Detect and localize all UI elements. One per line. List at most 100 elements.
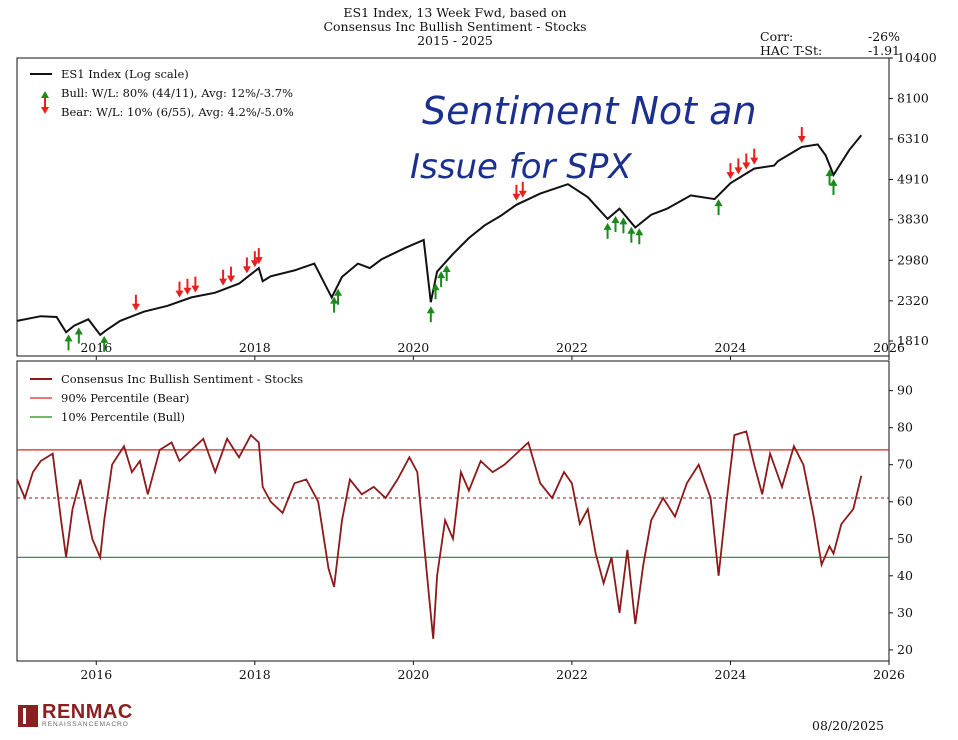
bear-signal-arrow-head (742, 162, 751, 170)
bear-signal-arrow-head (183, 287, 192, 295)
bear-signal-arrow-head (191, 285, 200, 293)
bull-signal-arrow (825, 169, 834, 186)
logo-text: RENMAC (42, 701, 133, 723)
x-tick-label: 2022 (556, 340, 588, 355)
legend-bull-arrow-icon-head (41, 91, 49, 98)
bear-signal-arrow (726, 163, 735, 180)
bull-signal-arrow-head (437, 271, 446, 279)
y-tick-label: 2320 (897, 293, 929, 308)
x-tick-label: 2020 (397, 667, 429, 682)
logo-mark-icon (18, 704, 38, 727)
bull-signal-arrow (431, 283, 440, 300)
y-tick-label: 80 (897, 420, 913, 435)
bear-signal-arrow-head (254, 257, 263, 265)
bull-signal-arrow (100, 335, 109, 352)
bull-signal-arrow (714, 199, 723, 216)
bull-signal-arrow-head (426, 306, 435, 314)
title-line-2: Consensus Inc Bullish Sentiment - Stocks (323, 19, 587, 34)
y-tick-label: 3830 (897, 212, 929, 227)
bear-signal-arrow (734, 158, 743, 175)
title-line-1: ES1 Index, 13 Week Fwd, based on (343, 5, 567, 20)
price-panel-frame (16, 57, 890, 357)
bull-signal-arrow-head (603, 222, 612, 230)
bear-signal-arrow (254, 248, 263, 265)
bear-signal-arrow-head (250, 260, 259, 268)
y-tick-label: 8100 (897, 90, 929, 105)
bear-signal-arrow-head (512, 193, 521, 201)
x-tick-label: 2018 (239, 340, 271, 355)
x-tick-label: 2024 (715, 667, 747, 682)
y-tick-label: 40 (897, 568, 913, 583)
y-tick-label: 70 (897, 457, 913, 472)
bear-signal-arrow-head (797, 136, 806, 144)
legend-bear-arrow-icon-head (41, 107, 49, 114)
bull-signal-arrow (437, 271, 446, 288)
corr-label: Corr: (760, 29, 794, 44)
bull-signal-arrow-head (829, 178, 838, 186)
bull-signal-arrow (619, 217, 628, 234)
bear-signal-arrow (191, 276, 200, 293)
price-series-line (16, 134, 863, 337)
y-tick-label: 2980 (897, 252, 929, 267)
logo-subtext: RENAISSANCEMACRO (42, 721, 129, 728)
bull-signal-arrow (330, 296, 339, 313)
bear-signal-arrow (750, 148, 759, 165)
y-tick-label: 6310 (897, 131, 929, 146)
bear-signal-arrow-head (726, 172, 735, 180)
x-tick-label: 2024 (715, 340, 747, 355)
bull-signal-arrow (426, 306, 435, 323)
bear-signal-arrow-head (175, 290, 184, 298)
y-tick-label: 20 (897, 642, 913, 657)
sentiment-panel: 2016 2018 2020 2022 2024 2026 20 30 40 50 60 70 80 90… (16, 360, 913, 682)
bull-signal-arrow (603, 222, 612, 239)
y-tick-label: 50 (897, 531, 913, 546)
handwritten-annotation: Sentiment Not an Issue for SPX (410, 89, 757, 187)
annotation-line-1: Sentiment Not an (422, 89, 757, 133)
bear-signal-arrow (227, 266, 236, 283)
legend-entry: Bull: W/L: 80% (44/11), Avg: 12%/-3.7% (61, 86, 293, 100)
bull-signal-arrow-head (627, 226, 636, 234)
y-tick-label: 90 (897, 383, 913, 398)
bear-signal-arrow (797, 127, 806, 144)
bull-signal-arrow-head (619, 217, 628, 225)
bear-signal-arrow (219, 269, 228, 286)
y-tick-label: 1810 (897, 333, 929, 348)
y-tick-label: 30 (897, 605, 913, 620)
bull-signal-arrow-head (431, 283, 440, 291)
bull-signal-arrow-head (100, 335, 109, 343)
bull-signal-arrow (829, 178, 838, 195)
bear-signal-arrow (175, 281, 184, 298)
bear-signal-arrow-head (242, 266, 251, 274)
sentiment-legend: Consensus Inc Bullish Sentiment - Stocks… (30, 372, 303, 424)
bull-signal-arrow-head (611, 216, 620, 224)
bull-signal-arrow-head (442, 264, 451, 272)
bull-signal-arrow-head (334, 288, 343, 296)
bull-signal-arrow (64, 334, 73, 351)
bear-signal-arrow-head (131, 303, 140, 311)
bull-signal-arrow-head (330, 296, 339, 304)
sentiment-panel-frame (16, 360, 890, 662)
x-tick-label: 2016 (80, 667, 112, 682)
x-tick-label: 2022 (556, 667, 588, 682)
bull-signal-arrow (635, 228, 644, 245)
title-line-3: 2015 - 2025 (417, 33, 493, 48)
sentiment-series-line (16, 430, 863, 639)
legend-entry: Consensus Inc Bullish Sentiment - Stocks (61, 372, 303, 386)
bear-signal-arrow-head (518, 190, 527, 198)
price-panel: 2016 2018 2020 2022 2024 20261810232029803830… (16, 50, 937, 360)
legend-entry: ES1 Index (Log scale) (61, 67, 189, 81)
bull-signal-arrow (627, 226, 636, 243)
bear-signal-arrow (512, 184, 521, 201)
bull-signal-arrow (74, 327, 83, 344)
y-tick-label: 4910 (897, 171, 929, 186)
bear-signal-arrow-head (750, 157, 759, 165)
y-tick-label: 60 (897, 494, 913, 509)
x-tick-label: 2026 (873, 667, 905, 682)
y-tick-label: 10400 (897, 50, 937, 65)
bull-signal-arrow (334, 288, 343, 305)
legend-entry: 10% Percentile (Bull) (61, 410, 185, 424)
x-tick-label: 2026 (873, 340, 905, 355)
bull-signal-arrow-head (825, 169, 834, 177)
bear-signal-arrow-head (734, 167, 743, 175)
